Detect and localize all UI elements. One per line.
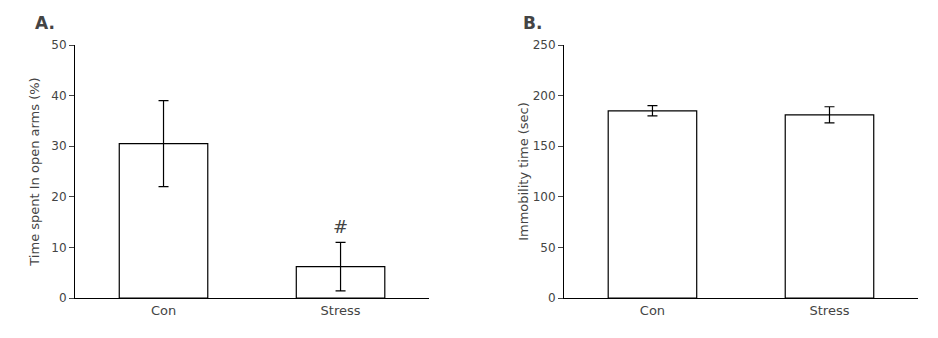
svg-text:Stress: Stress	[810, 303, 850, 318]
svg-text:100: 100	[533, 190, 556, 204]
svg-text:B.: B.	[523, 13, 542, 33]
svg-text:50: 50	[51, 38, 66, 52]
svg-text:Con: Con	[151, 303, 176, 318]
svg-text:50: 50	[540, 241, 555, 255]
svg-text:Immobility time (sec): Immobility time (sec)	[516, 102, 531, 241]
svg-text:10: 10	[51, 241, 66, 255]
svg-text:Con: Con	[640, 303, 665, 318]
svg-text:0: 0	[59, 291, 67, 305]
svg-text:A.: A.	[35, 13, 55, 33]
svg-text:200: 200	[533, 89, 556, 103]
svg-text:Time spent In open arms (%): Time spent In open arms (%)	[27, 77, 42, 266]
svg-text:Stress: Stress	[321, 303, 361, 318]
svg-text:#: #	[333, 216, 348, 237]
svg-text:250: 250	[533, 38, 556, 52]
svg-text:0: 0	[548, 291, 556, 305]
svg-text:40: 40	[51, 89, 66, 103]
svg-text:20: 20	[51, 190, 66, 204]
svg-text:150: 150	[533, 139, 556, 153]
svg-text:30: 30	[51, 139, 66, 153]
